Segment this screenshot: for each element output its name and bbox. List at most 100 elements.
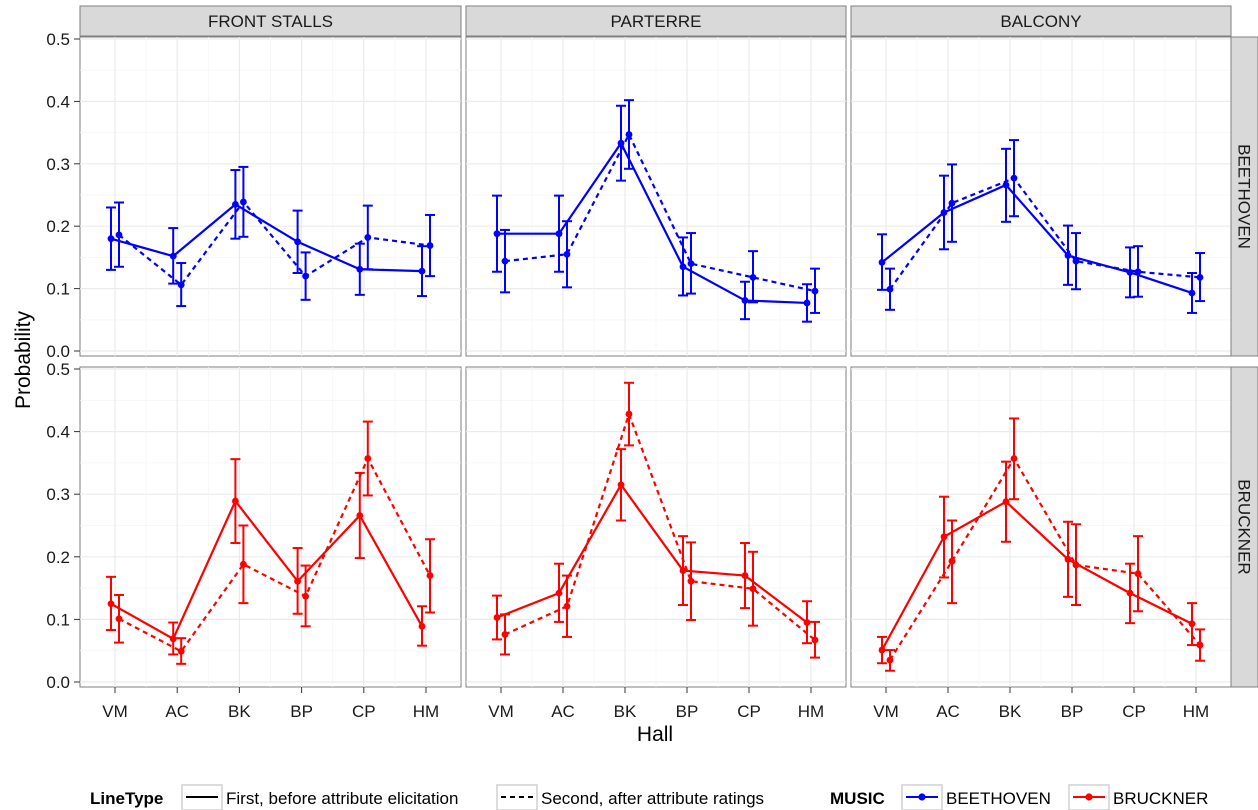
- data-point: [1002, 498, 1010, 506]
- data-point: [1064, 555, 1072, 563]
- column-strip-balcony: [850, 5, 1232, 37]
- data-point: [617, 481, 625, 489]
- data-point: [811, 636, 819, 644]
- x-tick-label: AC: [165, 702, 189, 721]
- data-point: [501, 257, 509, 265]
- strips-layer: FRONT STALLS PARTERRE BALCONY BEETHOVEN BRUC…: [79, 5, 1258, 688]
- column-strip-front-stalls: [79, 5, 462, 37]
- series-line-first: [497, 141, 808, 305]
- data-point: [1134, 268, 1142, 276]
- y-tick-label: 0.3: [46, 155, 70, 174]
- data-point: [115, 231, 123, 239]
- x-tick-label: CP: [1122, 702, 1146, 721]
- axes-layer: 0.00.10.20.30.40.50.00.10.20.30.40.5VM AC…: [46, 30, 1209, 721]
- data-point: [107, 600, 115, 608]
- x-tick-label: CP: [352, 702, 376, 721]
- series-line-second: [889, 456, 1201, 661]
- x-tick-label: BP: [290, 702, 313, 721]
- data-point: [240, 198, 247, 206]
- data-point: [107, 235, 115, 243]
- data-point: [555, 230, 563, 238]
- data-point: [1064, 252, 1072, 259]
- data-point: [356, 265, 364, 273]
- legend-music-title: MUSIC: [830, 789, 885, 808]
- data-point: [940, 533, 948, 541]
- data-point: [886, 656, 894, 664]
- data-point: [1126, 589, 1134, 597]
- data-point: [1134, 570, 1142, 578]
- data-point: [115, 615, 123, 623]
- data-point: [232, 200, 239, 208]
- series-line-second: [504, 132, 816, 293]
- data-point: [803, 299, 811, 307]
- series-line-second: [118, 456, 431, 653]
- data-point: [948, 199, 956, 207]
- data-point: [364, 234, 372, 241]
- data-point: [679, 263, 687, 271]
- data-point: [232, 497, 239, 505]
- x-axis-label: Hall: [637, 723, 673, 746]
- data-point: [1188, 620, 1196, 628]
- y-tick-label: 0.5: [46, 30, 70, 49]
- panel-balcony-beethoven: [877, 139, 1205, 314]
- data-point: [1196, 273, 1204, 281]
- row-strip-label-bruckner: BRUCKNER: [1235, 479, 1254, 574]
- data-point: [1072, 561, 1080, 569]
- data-point: [177, 281, 185, 289]
- data-point: [878, 258, 886, 266]
- data-point: [177, 647, 185, 655]
- legend: LineType First, before attribute elicita…: [90, 784, 1208, 810]
- series-line-first: [496, 482, 808, 624]
- y-tick-label: 0.0: [46, 342, 70, 361]
- x-tick-label: CP: [737, 702, 761, 721]
- data-point: [687, 577, 695, 585]
- series-line-first: [881, 500, 1193, 651]
- data-point: [1010, 174, 1018, 182]
- legend-second-label: Second, after attribute ratings: [541, 789, 764, 808]
- data-point: [555, 589, 563, 597]
- panels-layer: [79, 36, 1232, 688]
- data-point: [563, 250, 571, 258]
- data-point: [1010, 455, 1018, 462]
- data-point: [302, 272, 309, 280]
- x-tick-label: BK: [614, 702, 637, 721]
- data-point: [418, 267, 426, 275]
- y-tick-label: 0.5: [46, 360, 70, 379]
- data-point: [294, 238, 301, 246]
- data-point: [749, 585, 757, 593]
- data-point: [1196, 641, 1204, 649]
- row-strip-bruckner: [1230, 366, 1258, 688]
- row-strip-beethoven: [1230, 36, 1258, 357]
- data-point: [493, 230, 501, 238]
- data-point: [948, 557, 956, 565]
- x-tick-label: AC: [936, 702, 960, 721]
- data-point: [1072, 257, 1080, 265]
- data-point: [418, 622, 426, 630]
- data-point: [625, 410, 633, 418]
- legend-bruckner-point-icon: [1085, 793, 1093, 801]
- legend-beethoven-label: BEETHOVEN: [946, 789, 1051, 808]
- x-tick-label: BK: [228, 702, 251, 721]
- data-point: [1002, 181, 1010, 189]
- x-tick-label: HM: [413, 702, 439, 721]
- x-tick-label: BP: [1061, 702, 1084, 721]
- y-tick-label: 0.2: [46, 217, 70, 236]
- data-point: [501, 631, 509, 638]
- data-point: [563, 602, 571, 610]
- row-strip-label-beethoven: BEETHOVEN: [1235, 144, 1254, 249]
- data-point: [169, 252, 177, 260]
- y-tick-label: 0.0: [46, 673, 70, 692]
- column-strip-label-balcony: BALCONY: [1000, 12, 1081, 31]
- x-tick-label: VM: [873, 702, 899, 721]
- x-tick-label: VM: [102, 702, 128, 721]
- data-point: [426, 242, 434, 249]
- data-point: [687, 260, 695, 268]
- x-tick-label: AC: [551, 702, 575, 721]
- x-tick-label: HM: [798, 702, 824, 721]
- panel-balcony-bruckner: [877, 417, 1205, 672]
- x-tick-label: BK: [999, 702, 1022, 721]
- y-tick-label: 0.3: [46, 485, 70, 504]
- legend-first-label: First, before attribute elicitation: [226, 789, 458, 808]
- data-point: [679, 567, 687, 574]
